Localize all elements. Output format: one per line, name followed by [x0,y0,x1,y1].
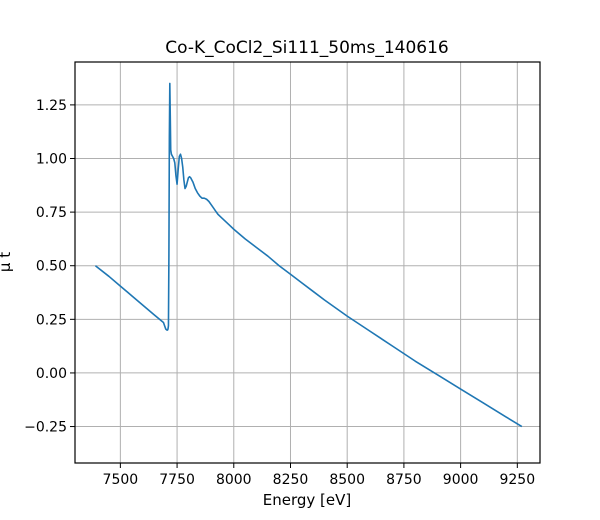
x-tick-label: 9000 [443,472,479,488]
series-line [94,82,523,428]
x-tick-label: 7750 [159,472,195,488]
x-tick-label: 8500 [329,472,365,488]
grid [75,62,540,463]
y-tick-label: 0.25 [36,312,67,328]
y-axis-label: μ t [0,252,14,272]
x-tick-label: 8750 [386,472,422,488]
y-tick-label: 1.00 [36,151,67,167]
x-tick-label: 8250 [273,472,309,488]
plot-area [94,82,523,428]
ticks: 7500 7750 8000 8250 8500 8750 9000 9250 −0.25 0.0… [24,98,535,488]
plot-frame [74,61,541,464]
x-axis-label: Energy [eV] [263,491,351,509]
x-tick-label: 7500 [103,472,139,488]
y-tick-label: 0.00 [36,366,67,382]
y-tick-label: 1.25 [36,98,67,114]
x-tick-label: 9250 [499,472,535,488]
x-tick-label: 8000 [216,472,252,488]
y-tick-label: 0.50 [36,259,67,275]
y-tick-label: −0.25 [24,420,67,436]
chart-title: Co-K_CoCl2_Si111_50ms_140616 [165,38,448,58]
y-tick-label: 0.75 [36,205,67,221]
